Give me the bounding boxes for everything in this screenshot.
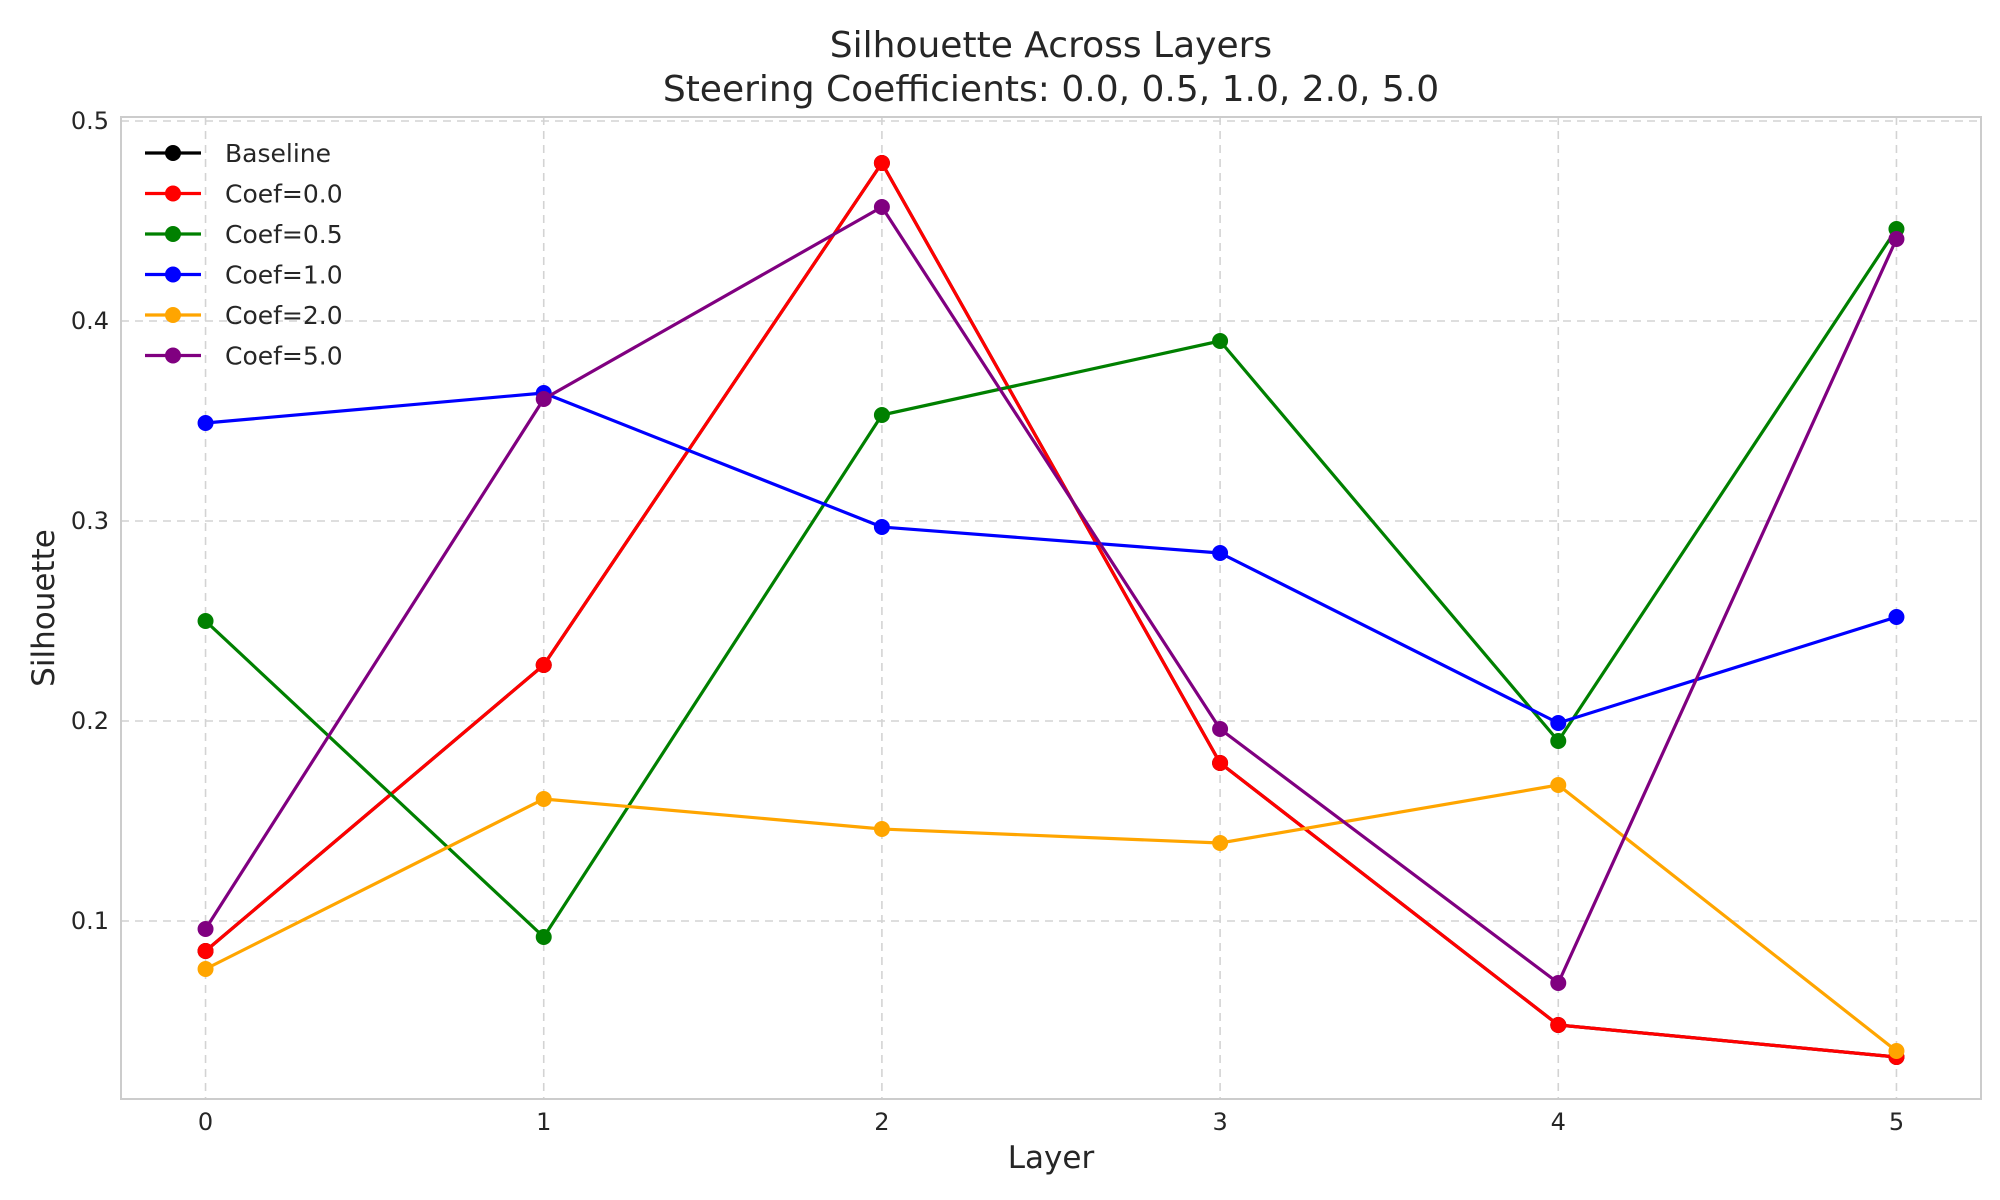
series-group <box>197 155 1905 1065</box>
data-point <box>873 821 890 837</box>
data-point <box>873 407 890 423</box>
series-line <box>204 228 1898 939</box>
series-1 <box>197 155 1905 1065</box>
series-line <box>204 161 1897 1059</box>
legend-label: Coef=1.0 <box>225 261 343 290</box>
series-line <box>205 391 1897 725</box>
series-4 <box>197 777 1905 1059</box>
legend-label: Coef=0.0 <box>225 180 343 209</box>
data-point <box>1212 333 1229 349</box>
legend: Baseline Coef=0.0 Coef=0.5 Coef=1.0 Coef=2.0… <box>145 139 343 371</box>
y-tick-label: 0.4 <box>71 307 109 335</box>
y-tick-label: 0.3 <box>71 507 109 535</box>
data-point <box>1550 733 1567 749</box>
x-tick-label: 1 <box>536 1108 551 1136</box>
series-line <box>204 205 1898 985</box>
legend-label: Coef=5.0 <box>225 342 343 371</box>
data-point <box>197 943 214 959</box>
data-point <box>535 657 552 673</box>
series-0 <box>197 155 1905 1065</box>
legend-marker <box>165 307 181 323</box>
legend-marker <box>165 145 181 161</box>
series-3 <box>197 385 1905 731</box>
chart-title: Silhouette Across Layers <box>830 25 1272 66</box>
legend-marker <box>165 266 181 283</box>
data-point <box>197 921 214 937</box>
grid <box>121 117 1981 1099</box>
series-2 <box>197 221 1905 945</box>
series-5 <box>197 199 1905 991</box>
legend-entry: Coef=5.0 <box>145 342 343 371</box>
plot-frame <box>120 116 1982 1100</box>
data-point <box>197 961 214 977</box>
series-line <box>204 161 1897 1059</box>
data-point <box>535 929 552 945</box>
series-line <box>204 783 1898 1053</box>
data-point <box>1550 777 1567 793</box>
legend-label: Baseline <box>225 139 331 168</box>
data-point <box>873 519 890 535</box>
data-point <box>1550 975 1567 991</box>
data-point <box>1550 1017 1567 1033</box>
data-point <box>197 415 214 431</box>
legend-marker <box>165 226 181 242</box>
legend-label: Coef=2.0 <box>225 301 343 330</box>
legend-marker <box>165 347 181 364</box>
y-tick-label: 0.1 <box>71 907 109 935</box>
x-tick-label: 2 <box>874 1108 889 1136</box>
x-tick-label: 4 <box>1551 1108 1566 1136</box>
legend-entry: Coef=0.0 <box>145 180 343 209</box>
data-point <box>1888 609 1905 625</box>
data-point <box>1212 755 1229 771</box>
legend-entry: Coef=0.5 <box>145 220 343 249</box>
y-tick-label: 0.2 <box>71 707 109 735</box>
legend-entry: Coef=1.0 <box>145 261 343 290</box>
data-point <box>873 155 890 171</box>
axis-ticks: 0 1 2 3 4 5 0.1 0.2 0.3 0.4 0.5 <box>71 107 1904 1136</box>
legend-entry: Baseline <box>145 139 331 168</box>
data-point <box>1212 835 1229 851</box>
legend-marker <box>165 185 181 202</box>
chart-subtitle: Steering Coefficients: 0.0, 0.5, 1.0, 2.… <box>663 69 1439 110</box>
legend-label: Coef=0.5 <box>225 220 343 249</box>
data-point <box>535 391 552 407</box>
data-point <box>1212 721 1229 737</box>
data-point <box>1888 231 1905 247</box>
data-point <box>1550 715 1567 731</box>
x-tick-label: 0 <box>198 1108 213 1136</box>
y-axis-label: Silhouette <box>26 529 62 687</box>
x-tick-label: 3 <box>1212 1108 1227 1136</box>
x-tick-label: 5 <box>1889 1108 1904 1136</box>
x-axis-label: Layer <box>1008 1140 1095 1176</box>
data-point <box>535 791 552 807</box>
y-tick-label: 0.5 <box>71 107 109 135</box>
data-point <box>197 613 214 629</box>
legend-entry: Coef=2.0 <box>145 301 343 330</box>
data-point <box>1888 1043 1905 1059</box>
data-point <box>1212 545 1229 561</box>
data-point <box>873 199 890 215</box>
